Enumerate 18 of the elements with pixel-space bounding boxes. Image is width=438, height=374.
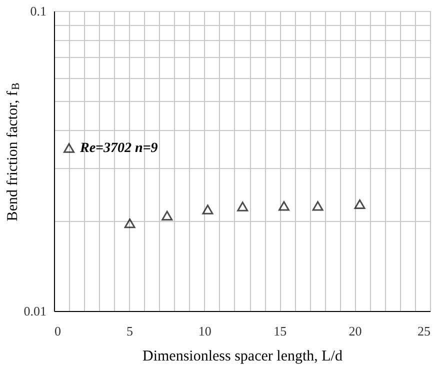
point <box>312 201 324 211</box>
y-tick-label: 0.1 <box>30 4 46 18</box>
x-tick-label: 25 <box>418 324 430 338</box>
point <box>162 210 173 220</box>
x-tick-label: 0 <box>54 324 61 338</box>
legend-label: Re=3702 n=9 <box>79 141 158 156</box>
point <box>354 199 366 210</box>
x-tick-label: 5 <box>126 324 133 338</box>
x-tick-label: 10 <box>198 324 212 338</box>
x-tick-label: 15 <box>274 324 287 338</box>
x-tick-label: 20 <box>348 324 362 338</box>
point <box>202 204 214 214</box>
point <box>124 218 136 228</box>
point <box>278 201 290 211</box>
y-axis-title: Bend friction factor, fB <box>5 82 22 222</box>
y-tick-label: 0.01 <box>24 304 46 318</box>
point <box>237 202 248 212</box>
x-axis-title: Dimensionless spacer length, L/d <box>142 348 343 364</box>
